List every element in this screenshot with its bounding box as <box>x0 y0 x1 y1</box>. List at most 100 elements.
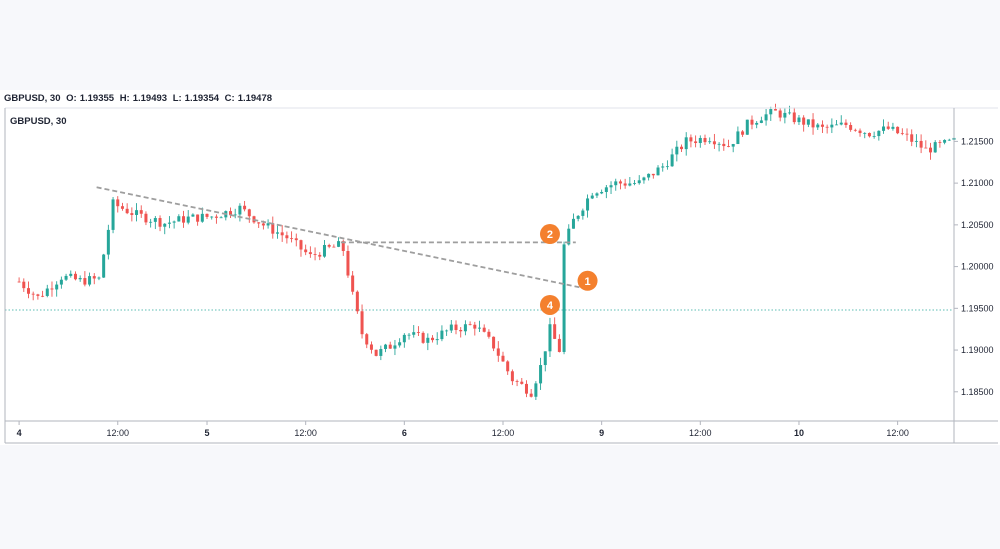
candle-body <box>496 348 500 356</box>
candle-body <box>351 275 355 292</box>
open-label: O: 1.19355 <box>66 93 115 104</box>
candle-body <box>440 330 444 340</box>
marker-label: 1 <box>584 276 590 288</box>
y-tick-label: 1.20000 <box>961 262 994 272</box>
candle-body <box>322 244 326 257</box>
candle-body <box>205 213 209 217</box>
candle-body <box>285 235 289 239</box>
candle-body <box>717 143 721 145</box>
candle-body <box>31 293 35 295</box>
candle-body <box>694 141 698 144</box>
candle-body <box>243 205 247 210</box>
candle-body <box>36 294 40 296</box>
candle-body <box>487 331 491 337</box>
candle-body <box>261 223 265 226</box>
candle-body <box>788 112 792 114</box>
candle-body <box>929 147 933 153</box>
candle-body <box>656 167 660 176</box>
candle-body <box>628 183 632 186</box>
candle-body <box>83 278 87 285</box>
candle-body <box>468 324 472 326</box>
candle-body <box>736 131 740 145</box>
candle-body <box>590 195 594 199</box>
candle-body <box>872 136 876 137</box>
candle-body <box>210 216 214 218</box>
candle-body <box>50 288 54 290</box>
candle-body <box>651 173 655 176</box>
candle-body <box>665 166 669 168</box>
candle-body <box>214 216 218 218</box>
candle-body <box>482 327 486 332</box>
candle-body <box>802 117 806 125</box>
candle-body <box>431 337 435 341</box>
plot-symbol-label: GBPUSD, 30 <box>10 116 67 127</box>
candle-body <box>233 214 237 216</box>
x-tick-label: 12:00 <box>886 428 909 438</box>
candle-body <box>539 365 543 384</box>
candle-body <box>919 140 923 148</box>
candle-body <box>867 132 871 137</box>
candle-body <box>369 344 373 350</box>
candle-body <box>571 218 575 229</box>
candle-body <box>548 324 552 352</box>
candle-body <box>680 146 684 150</box>
candle-body <box>125 208 129 214</box>
candle-body <box>600 192 604 194</box>
candle-body <box>943 139 947 143</box>
candle-body <box>111 199 115 230</box>
candle-body <box>510 371 514 382</box>
candle-body <box>360 311 364 335</box>
candle-body <box>506 361 510 372</box>
candle-body <box>698 137 702 144</box>
candle-body <box>172 221 176 223</box>
high-label: H: 1.19493 <box>119 93 168 104</box>
candle-body <box>346 251 350 276</box>
candle-body <box>435 339 439 341</box>
candle-body <box>64 275 68 280</box>
candle-body <box>586 198 590 211</box>
candle-body <box>609 185 613 188</box>
candle-body <box>290 238 294 240</box>
candle-body <box>186 216 190 223</box>
candle-body <box>910 134 914 142</box>
candle-body <box>341 241 345 252</box>
candle-body <box>595 193 599 196</box>
y-tick-label: 1.21000 <box>961 178 994 188</box>
candle-body <box>313 254 317 255</box>
candle-body <box>618 181 622 184</box>
candle-body <box>900 133 904 135</box>
candle-body <box>247 209 251 217</box>
marker-label: 4 <box>547 300 554 312</box>
candle-body <box>726 146 730 147</box>
ohlc-legend: GBPUSD, 30 O: 1.19355 H: 1.19493 L: 1.19354… <box>4 93 275 107</box>
candle-body <box>116 199 120 207</box>
candle-body <box>633 183 637 184</box>
marker-2: 2 <box>539 224 560 245</box>
candle-body <box>858 130 862 134</box>
candle-body <box>708 141 712 143</box>
candle-body <box>806 119 810 125</box>
candle-body <box>365 334 369 345</box>
candle-body <box>388 344 392 349</box>
candle-body <box>896 126 900 134</box>
candle-body <box>45 288 49 296</box>
candle-body <box>492 336 496 349</box>
candle-body <box>947 139 951 141</box>
candle-body <box>755 122 759 125</box>
candle-body <box>642 177 646 181</box>
candle-body <box>882 126 886 131</box>
candle-body <box>863 132 867 134</box>
candle-body <box>647 173 651 178</box>
candle-body <box>797 117 801 123</box>
candle-body <box>933 142 937 153</box>
candle-body <box>69 273 73 276</box>
candle-body <box>416 332 420 333</box>
marker-circle <box>539 224 560 245</box>
marker-circle <box>577 270 598 291</box>
candle-body <box>623 183 627 186</box>
candle-body <box>778 110 782 118</box>
candle-body <box>182 216 186 223</box>
candle-body <box>853 129 857 131</box>
y-tick-label: 1.20500 <box>961 220 994 230</box>
